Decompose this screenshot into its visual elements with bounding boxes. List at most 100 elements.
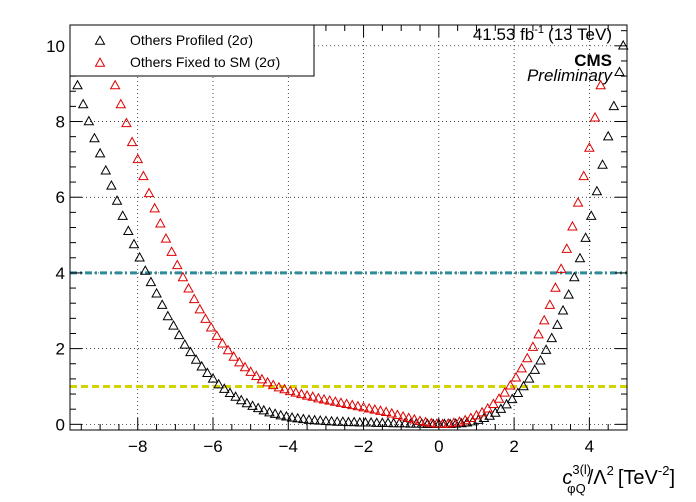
point-fixed-sm bbox=[346, 399, 358, 410]
point-profiled bbox=[399, 417, 411, 428]
y-tick-label: 10 bbox=[46, 37, 65, 56]
point-profiled bbox=[297, 413, 309, 424]
point-profiled bbox=[185, 346, 196, 357]
point-fixed-sm bbox=[211, 330, 223, 340]
point-fixed-sm bbox=[538, 314, 550, 325]
point-profiled bbox=[337, 416, 349, 426]
legend-entry-profiled: Others Profiled (2σ) bbox=[130, 32, 253, 48]
point-fixed-sm bbox=[284, 385, 296, 396]
point-profiled bbox=[281, 410, 292, 421]
point-profiled bbox=[207, 373, 219, 383]
point-fixed-sm bbox=[425, 417, 437, 428]
point-fixed-sm bbox=[318, 393, 330, 404]
point-profiled bbox=[94, 147, 106, 158]
xlabel-sub: φQ bbox=[567, 481, 586, 496]
point-profiled bbox=[371, 417, 383, 427]
point-profiled bbox=[173, 329, 185, 340]
x-tick-label: 0 bbox=[434, 437, 443, 456]
point-fixed-sm bbox=[234, 356, 245, 367]
point-fixed-sm bbox=[149, 202, 161, 213]
point-fixed-sm bbox=[279, 383, 290, 394]
point-fixed-sm bbox=[442, 418, 454, 428]
point-profiled bbox=[314, 415, 326, 425]
point-fixed-sm bbox=[262, 376, 273, 387]
point-fixed-sm bbox=[160, 232, 172, 243]
status-label: Preliminary bbox=[527, 66, 614, 85]
y-tick-label: 2 bbox=[56, 340, 65, 359]
point-profiled bbox=[106, 179, 117, 190]
point-profiled bbox=[617, 39, 629, 50]
lumi-value: 41.53 fb bbox=[473, 25, 534, 44]
point-fixed-sm bbox=[273, 381, 285, 392]
point-profiled bbox=[602, 130, 614, 141]
legend-box bbox=[69, 24, 315, 77]
point-profiled bbox=[286, 411, 298, 422]
point-fixed-sm bbox=[380, 406, 392, 416]
point-profiled bbox=[343, 416, 354, 427]
point-fixed-sm bbox=[352, 400, 364, 411]
point-profiled bbox=[557, 304, 569, 315]
point-fixed-sm bbox=[341, 398, 352, 409]
point-profiled bbox=[247, 400, 258, 410]
point-fixed-sm bbox=[109, 79, 121, 90]
point-fixed-sm bbox=[301, 390, 313, 400]
point-profiled bbox=[608, 100, 620, 111]
axis-tick-labels: −8 −6 −4 −2 0 2 4 0 2 4 6 8 10 bbox=[46, 37, 594, 456]
point-fixed-sm bbox=[115, 98, 127, 109]
point-fixed-sm bbox=[499, 387, 511, 397]
point-profiled bbox=[512, 387, 524, 398]
point-profiled bbox=[190, 354, 202, 364]
point-profiled bbox=[422, 418, 433, 429]
point-profiled bbox=[213, 378, 225, 389]
point-fixed-sm bbox=[222, 344, 234, 355]
point-profiled bbox=[179, 338, 191, 349]
point-profiled bbox=[529, 364, 541, 374]
point-fixed-sm bbox=[584, 142, 595, 152]
legend: Others Profiled (2σ) Others Fixed to SM … bbox=[69, 24, 315, 77]
point-profiled bbox=[218, 383, 230, 393]
point-fixed-sm bbox=[358, 401, 369, 412]
point-profiled bbox=[77, 98, 89, 109]
point-profiled bbox=[365, 416, 377, 427]
reference-lines bbox=[70, 271, 627, 388]
point-fixed-sm bbox=[335, 397, 347, 407]
point-profiled bbox=[535, 354, 546, 365]
xlabel-unit-pow: -2 bbox=[658, 463, 670, 478]
xlabel-var: c bbox=[562, 467, 572, 489]
point-profiled bbox=[224, 387, 236, 398]
point-profiled bbox=[393, 417, 405, 428]
data-points bbox=[72, 39, 629, 429]
x-tick-label: −4 bbox=[279, 437, 298, 456]
point-profiled bbox=[523, 373, 535, 383]
point-profiled bbox=[252, 402, 264, 413]
point-fixed-sm bbox=[533, 328, 544, 339]
point-fixed-sm bbox=[589, 111, 601, 122]
luminosity-label: 41.53 fb-1 (13 TeV) bbox=[473, 24, 612, 44]
point-fixed-sm bbox=[521, 352, 533, 363]
point-fixed-sm bbox=[567, 220, 578, 231]
point-profiled bbox=[134, 251, 145, 262]
point-profiled bbox=[506, 393, 518, 404]
xlabel-close: ] bbox=[669, 467, 675, 489]
point-fixed-sm bbox=[166, 246, 177, 256]
point-fixed-sm bbox=[329, 396, 341, 406]
x-tick-label: −2 bbox=[354, 437, 373, 456]
point-profiled bbox=[156, 299, 168, 309]
point-profiled bbox=[546, 332, 558, 343]
point-fixed-sm bbox=[205, 321, 217, 332]
point-profiled bbox=[72, 79, 83, 90]
point-profiled bbox=[269, 408, 281, 418]
y-tick-label: 8 bbox=[56, 113, 65, 132]
point-profiled bbox=[354, 416, 366, 427]
point-profiled bbox=[456, 417, 467, 428]
point-fixed-sm bbox=[138, 170, 149, 181]
point-profiled bbox=[128, 238, 140, 249]
point-fixed-sm bbox=[267, 379, 279, 390]
point-fixed-sm bbox=[572, 197, 584, 207]
point-fixed-sm bbox=[228, 351, 240, 361]
point-fixed-sm bbox=[493, 393, 505, 403]
point-fixed-sm bbox=[555, 263, 567, 273]
point-profiled bbox=[450, 418, 462, 428]
xlabel-sup: 3(l) bbox=[572, 462, 591, 477]
